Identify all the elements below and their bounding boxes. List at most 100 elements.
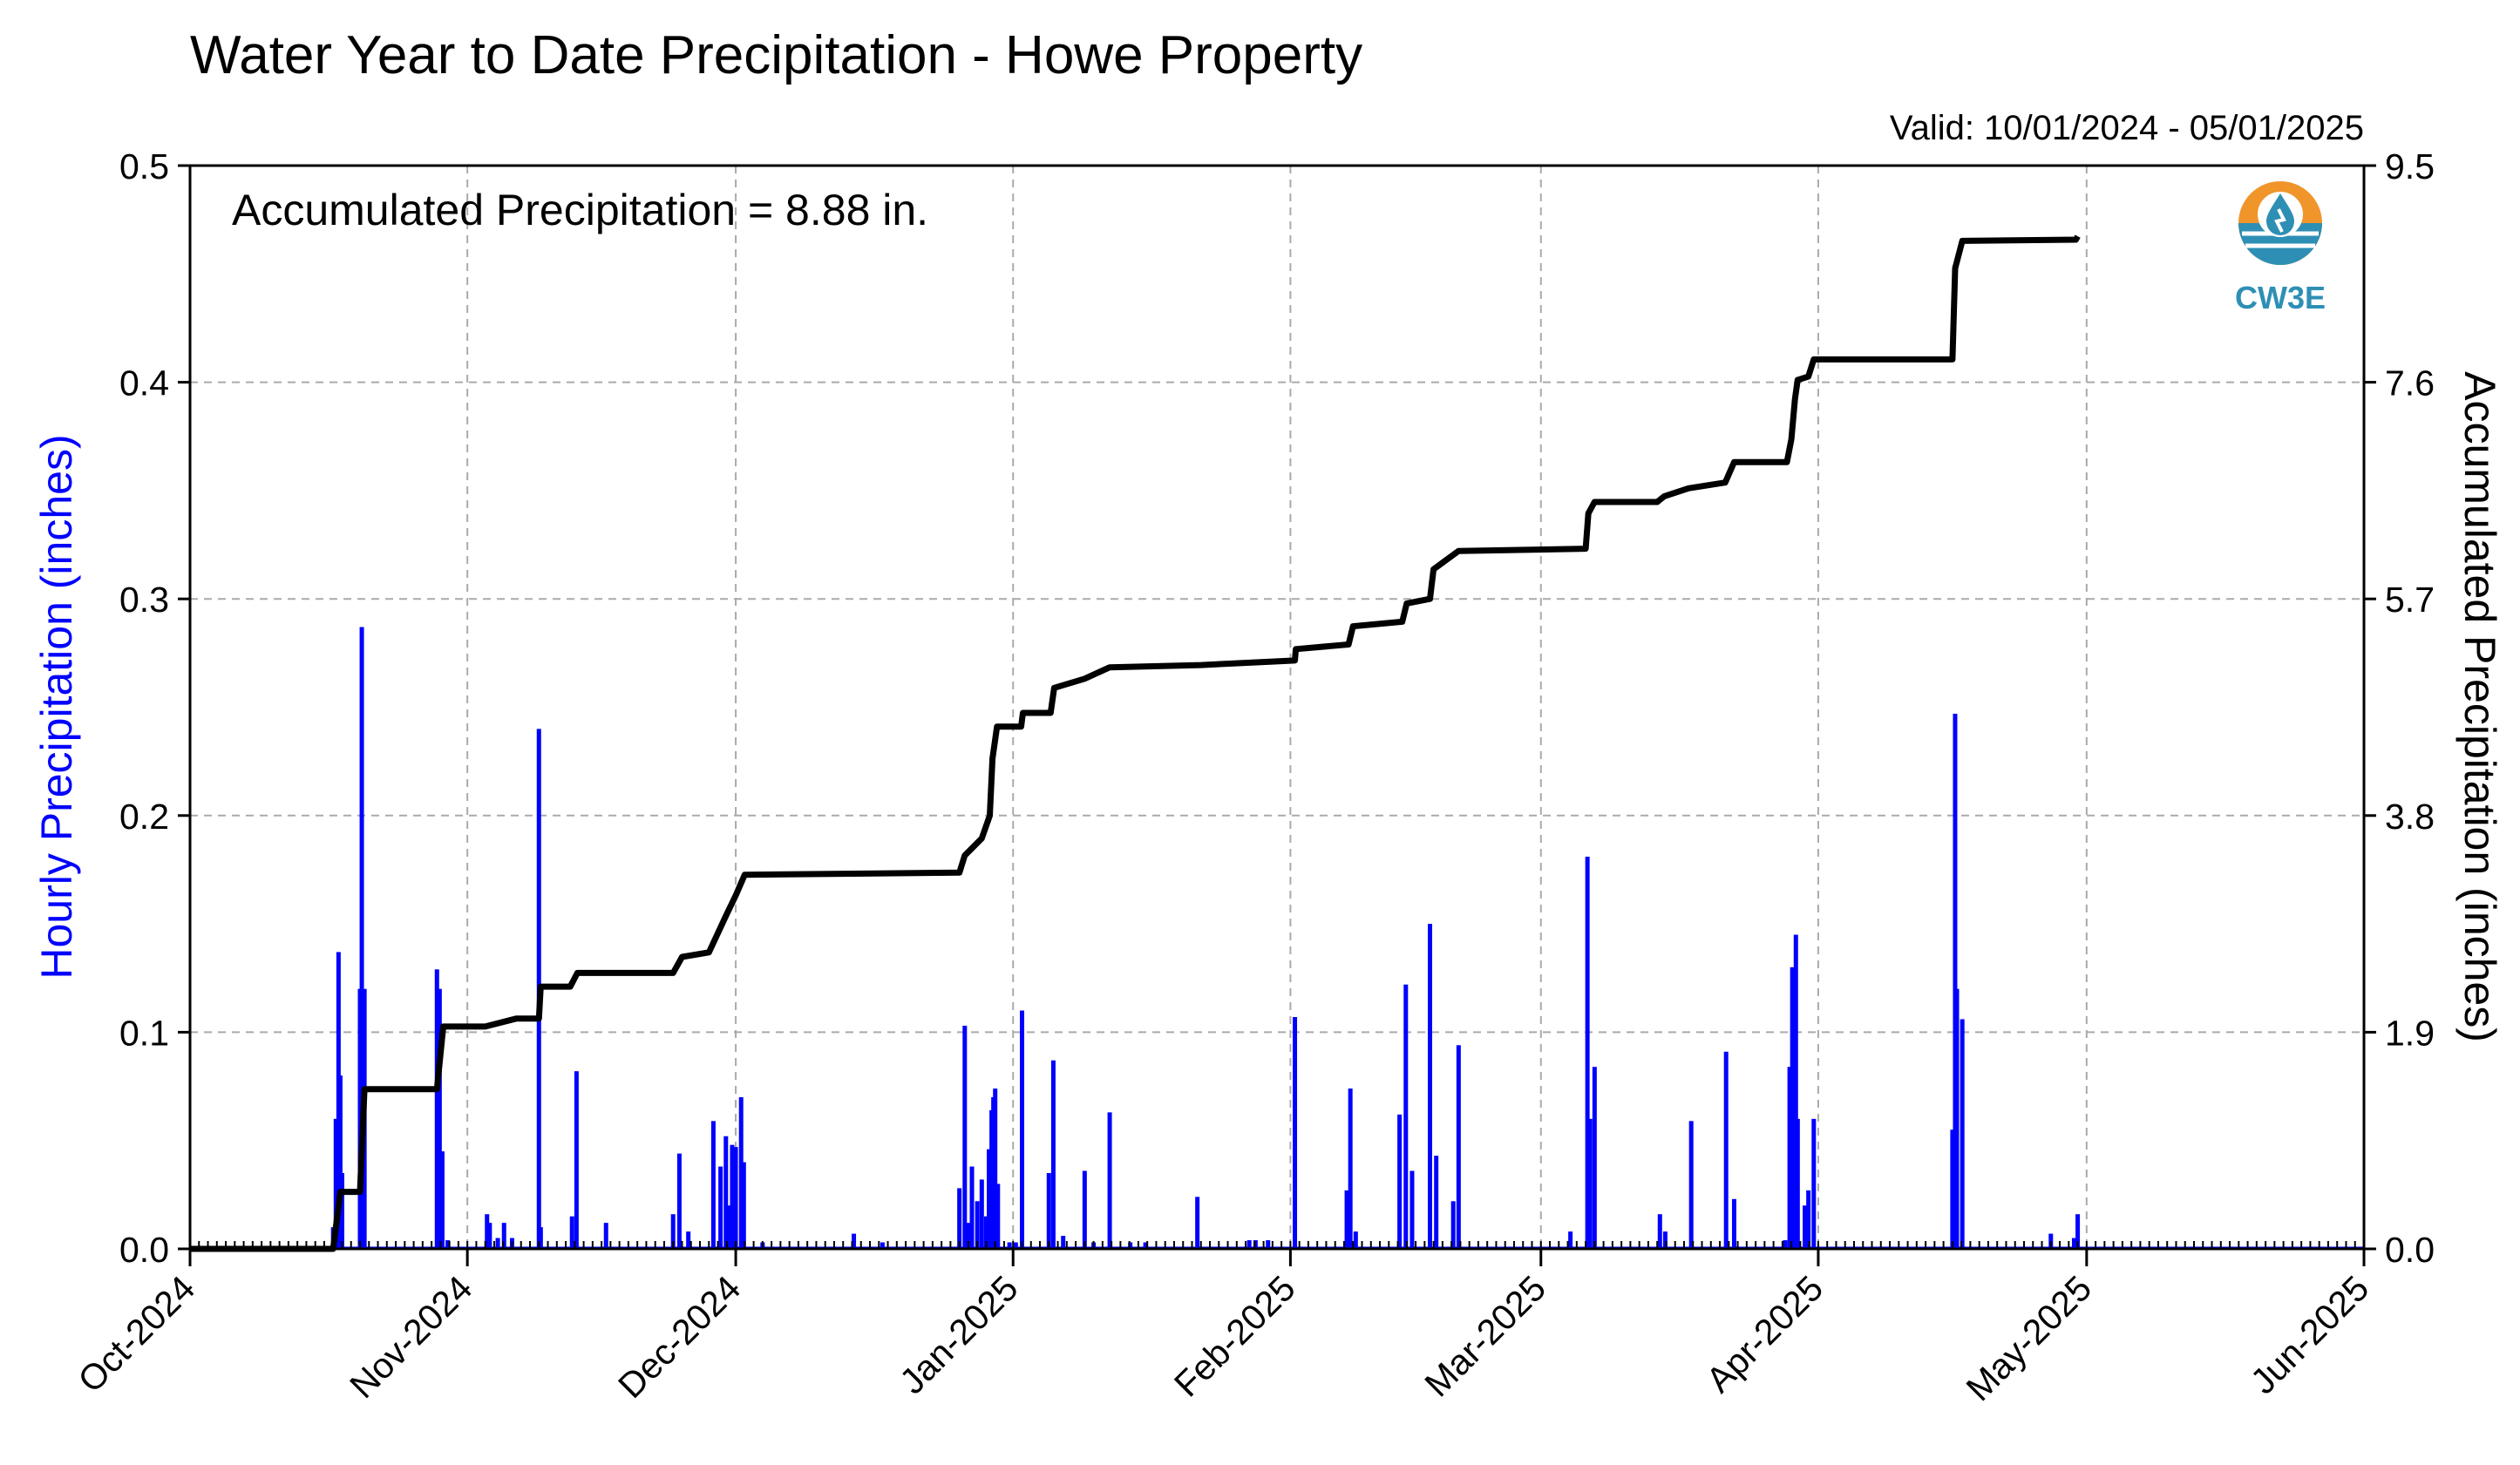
hourly-precip-bar	[969, 1166, 975, 1249]
hourly-precip-bar	[1585, 857, 1590, 1249]
right-tick-label: 5.7	[2385, 580, 2435, 620]
hourly-precip-bar	[1344, 1190, 1349, 1249]
hourly-precip-bar	[1195, 1197, 1200, 1249]
hourly-precip-bar	[993, 1089, 998, 1249]
hourly-precip-bar	[1046, 1172, 1051, 1249]
logo-label: CW3E	[2235, 280, 2326, 315]
hourly-precip-bar	[723, 1136, 729, 1249]
hourly-precip-bar	[710, 1121, 716, 1249]
hourly-precip-bar	[880, 1242, 885, 1249]
hourly-precip-bar	[333, 1118, 338, 1249]
left-y-axis-label: Hourly Precipitation (inches)	[32, 434, 81, 979]
hourly-precip-bar	[1013, 1242, 1018, 1249]
hourly-precip-bar	[1806, 1190, 1811, 1249]
hourly-precip-bar	[1107, 1112, 1112, 1249]
hourly-precip-bar	[1397, 1114, 1403, 1249]
hourly-precip-bar	[2071, 1238, 2076, 1249]
hourly-precip-bar	[1657, 1214, 1662, 1249]
hourly-precip-bar	[1731, 1198, 1736, 1249]
chart-title: Water Year to Date Precipitation - Howe …	[190, 25, 1362, 85]
hourly-precipitation-bars	[190, 627, 2364, 1250]
hourly-precip-bar	[1082, 1170, 1087, 1249]
cw3e-logo: CW3E	[2235, 181, 2326, 315]
accumulated-precip-line	[190, 234, 2081, 1252]
hourly-precip-bar	[1950, 1129, 1955, 1249]
hourly-precip-bar	[501, 1223, 506, 1249]
hourly-precip-bar	[434, 969, 439, 1249]
hourly-precip-bar	[1293, 1016, 1298, 1249]
hourly-precip-bar	[1428, 924, 1433, 1249]
left-tick-label: 0.2	[119, 797, 169, 837]
hourly-precip-bar	[439, 1151, 445, 1249]
hourly-precip-bar	[962, 1025, 968, 1249]
hourly-precip-bar	[676, 1153, 682, 1249]
hourly-precip-bar	[979, 1179, 984, 1249]
water-drop-icon	[2238, 181, 2322, 265]
hourly-precip-bar	[733, 1147, 738, 1249]
right-y-axis-ticks: 0.0 1.9 3.8 5.7 7.6 9.5	[2364, 146, 2435, 1270]
hourly-precip-bar	[1409, 1170, 1415, 1249]
right-tick-label: 3.8	[2385, 797, 2435, 837]
hourly-precip-bar	[726, 1205, 731, 1249]
hourly-precip-bar	[1787, 1067, 1792, 1249]
hourly-precip-bar	[718, 1166, 723, 1249]
hourly-precip-bar	[995, 1184, 1001, 1249]
hourly-precip-bar	[1592, 1067, 1597, 1249]
hourly-precip-bar	[1348, 1089, 1353, 1249]
hourly-precip-bar	[983, 1216, 988, 1249]
left-y-axis-ticks: 0.0 0.1 0.2 0.3 0.4 0.5	[119, 146, 190, 1270]
hourly-precip-bar	[1803, 1205, 1808, 1249]
left-tick-label: 0.4	[119, 363, 169, 404]
hourly-precip-bar	[1050, 1060, 1056, 1249]
right-tick-label: 1.9	[2385, 1013, 2435, 1053]
hourly-precip-bar	[1403, 984, 1409, 1249]
hourly-precip-bar	[966, 1223, 971, 1249]
left-tick-label: 0.3	[119, 580, 169, 620]
hourly-precip-bar	[741, 1162, 746, 1249]
valid-date-range: Valid: 10/01/2024 - 05/01/2025	[1890, 109, 2364, 147]
hourly-precip-bar	[1007, 1242, 1012, 1249]
plot-frame	[188, 164, 2366, 1251]
right-tick-label: 7.6	[2385, 363, 2435, 404]
hourly-precip-bar	[686, 1231, 691, 1249]
hourly-precip-bar	[337, 1075, 343, 1249]
hourly-precip-bar	[1143, 1242, 1148, 1249]
hourly-precip-bar	[852, 1233, 857, 1249]
hourly-precip-bar	[437, 988, 442, 1249]
hourly-precip-bar	[445, 1240, 451, 1249]
hourly-precip-bar	[1353, 1231, 1358, 1249]
hourly-precip-bar	[670, 1214, 676, 1249]
hourly-precip-bar	[957, 1188, 962, 1249]
hourly-precip-bar	[495, 1238, 500, 1249]
hourly-precip-bar	[1061, 1236, 1066, 1249]
right-tick-label: 9.5	[2385, 146, 2435, 187]
hourly-precip-bar	[485, 1214, 490, 1249]
left-tick-label: 0.0	[119, 1230, 169, 1270]
hourly-precip-bar	[538, 1227, 543, 1249]
hourly-precip-bar	[1587, 1118, 1593, 1249]
right-y-axis-label: Accumulated Precipitation (inches)	[2455, 371, 2504, 1042]
hourly-precip-bar	[1793, 934, 1798, 1249]
left-tick-label: 0.1	[119, 1013, 169, 1053]
hourly-precip-bar	[1456, 1045, 1461, 1249]
hourly-precip-bar	[987, 1149, 992, 1249]
right-tick-label: 0.0	[2385, 1230, 2435, 1270]
hourly-precip-bar	[1568, 1231, 1573, 1249]
hourly-precip-bar	[1450, 1201, 1456, 1249]
hourly-precip-bar	[1266, 1240, 1271, 1249]
hourly-precip-bar	[1795, 1118, 1800, 1249]
hourly-precip-bar	[1954, 988, 1960, 1249]
hourly-precip-bar	[1811, 1118, 1817, 1249]
hourly-precip-bar	[730, 1144, 735, 1249]
hourly-precip-bar	[1434, 1156, 1439, 1249]
hourly-precip-bar	[1783, 1240, 1788, 1249]
hourly-precip-bar	[738, 1096, 744, 1249]
hourly-precip-bar	[339, 1172, 344, 1249]
hourly-precip-bar	[1688, 1121, 1694, 1249]
hourly-precip-bar	[1246, 1240, 1252, 1249]
hourly-precip-bar	[1253, 1240, 1258, 1249]
hourly-precip-bar	[975, 1201, 980, 1249]
hourly-precip-bar	[487, 1223, 492, 1249]
